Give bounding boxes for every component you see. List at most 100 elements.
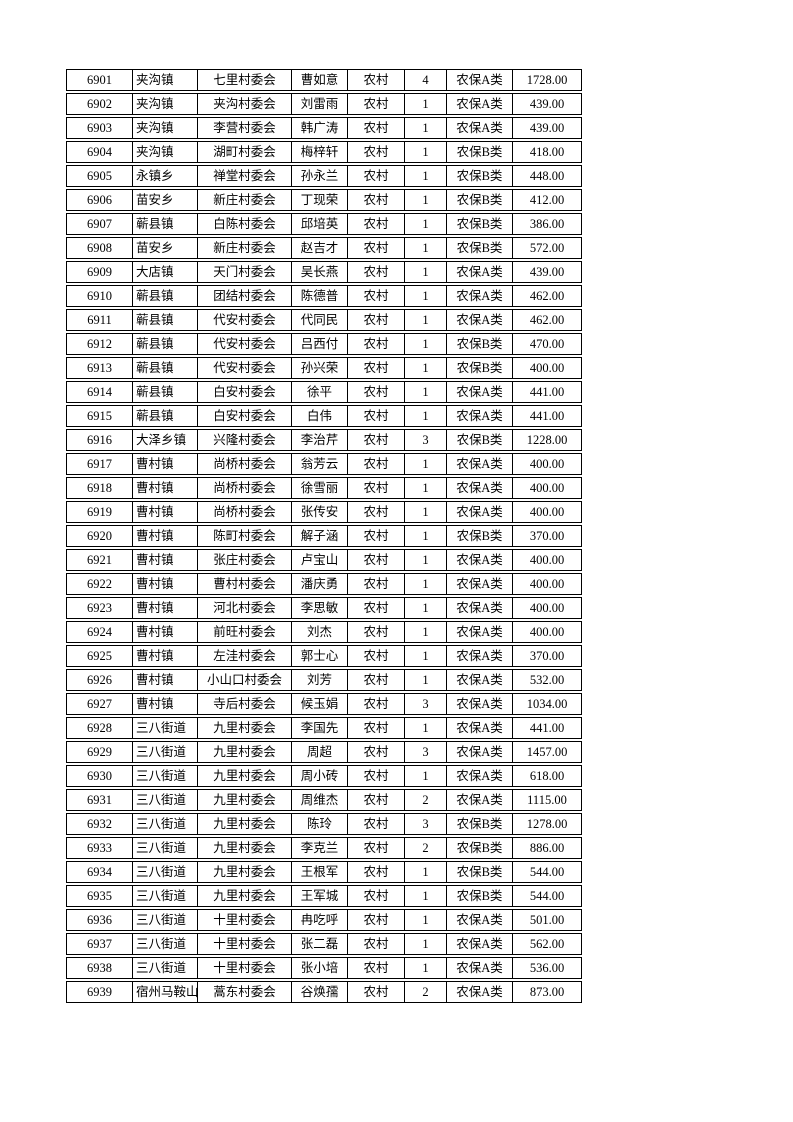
- cell-sequence-number: 6907: [67, 214, 133, 234]
- cell-residence-type: 农村: [348, 70, 405, 90]
- cell-village-committee: 九里村委会: [198, 766, 292, 786]
- cell-amount: 400.00: [529, 505, 565, 519]
- cell-residence-type: 农村: [348, 142, 405, 162]
- table-row: 6916 大泽乡镇 兴隆村委会 李治芹 农村 3 农保B类 1228.00: [66, 429, 582, 451]
- cell-person-name: 王根军: [292, 862, 348, 882]
- cell-insurance-category: 农保B类: [447, 838, 513, 858]
- cell-town: 曹村镇: [133, 574, 198, 594]
- cell-village-committee: 李营村委会: [198, 118, 292, 138]
- cell-town: 曹村镇: [133, 622, 198, 642]
- cell-person-count: 1: [405, 118, 447, 138]
- cell-sequence-number: 6908: [67, 238, 133, 258]
- cell-town: 蕲县镇: [133, 382, 198, 402]
- cell-residence-type: 农村: [348, 598, 405, 618]
- cell-insurance-category: 农保A类: [447, 94, 513, 114]
- table-row: 6908 苗安乡 新庄村委会 赵吉才 农村 1 农保B类 572.00: [66, 237, 582, 259]
- cell-person-count: 1: [405, 262, 447, 282]
- cell-person-name: 白伟: [292, 406, 348, 426]
- cell-insurance-category: 农保A类: [447, 598, 513, 618]
- cell-sequence-number: 6922: [67, 574, 133, 594]
- cell-village-committee: 寺后村委会: [198, 694, 292, 714]
- table-row: 6930 三八街道 九里村委会 周小砖 农村 1 农保A类 618.00: [66, 765, 582, 787]
- cell-town: 夹沟镇: [133, 142, 198, 162]
- cell-town: 夹沟镇: [133, 118, 198, 138]
- cell-village-committee: 代安村委会: [198, 334, 292, 354]
- table-row: 6904 夹沟镇 湖町村委会 梅梓轩 农村 1 农保B类 418.00: [66, 141, 582, 163]
- cell-amount: 370.00: [529, 649, 565, 663]
- cell-person-name: 李克兰: [292, 838, 348, 858]
- cell-village-committee: 湖町村委会: [198, 142, 292, 162]
- cell-residence-type: 农村: [348, 910, 405, 930]
- cell-sequence-number: 6903: [67, 118, 133, 138]
- cell-person-count: 3: [405, 742, 447, 762]
- cell-amount: 544.00: [529, 889, 565, 903]
- cell-person-count: 1: [405, 286, 447, 306]
- cell-amount: 441.00: [529, 409, 565, 423]
- table-row: 6938 三八街道 十里村委会 张小培 农村 1 农保A类 536.00: [66, 957, 582, 979]
- cell-sequence-number: 6918: [67, 478, 133, 498]
- cell-person-name: 刘杰: [292, 622, 348, 642]
- cell-insurance-category: 农保A类: [447, 286, 513, 306]
- cell-amount: 501.00: [529, 913, 565, 927]
- cell-village-committee: 河北村委会: [198, 598, 292, 618]
- cell-sequence-number: 6912: [67, 334, 133, 354]
- cell-village-committee: 九里村委会: [198, 742, 292, 762]
- cell-person-count: 1: [405, 382, 447, 402]
- cell-insurance-category: 农保A类: [447, 718, 513, 738]
- cell-town: 蕲县镇: [133, 310, 198, 330]
- cell-amount: 886.00: [529, 841, 565, 855]
- cell-person-count: 1: [405, 334, 447, 354]
- cell-amount: 439.00: [529, 97, 565, 111]
- cell-sequence-number: 6936: [67, 910, 133, 930]
- cell-person-name: 冉吃呼: [292, 910, 348, 930]
- cell-residence-type: 农村: [348, 814, 405, 834]
- cell-town: 三八街道: [133, 886, 198, 906]
- cell-town: 蕲县镇: [133, 358, 198, 378]
- cell-residence-type: 农村: [348, 550, 405, 570]
- cell-person-count: 3: [405, 430, 447, 450]
- cell-person-count: 1: [405, 142, 447, 162]
- cell-insurance-category: 农保B类: [447, 358, 513, 378]
- table-row: 6903 夹沟镇 李营村委会 韩广涛 农村 1 农保A类 439.00: [66, 117, 582, 139]
- cell-village-committee: 九里村委会: [198, 718, 292, 738]
- cell-sequence-number: 6916: [67, 430, 133, 450]
- cell-amount: 544.00: [529, 865, 565, 879]
- cell-person-count: 1: [405, 886, 447, 906]
- cell-residence-type: 农村: [348, 406, 405, 426]
- cell-person-name: 吴长燕: [292, 262, 348, 282]
- cell-residence-type: 农村: [348, 694, 405, 714]
- cell-insurance-category: 农保A类: [447, 766, 513, 786]
- cell-person-count: 1: [405, 862, 447, 882]
- cell-village-committee: 前旺村委会: [198, 622, 292, 642]
- cell-village-committee: 十里村委会: [198, 934, 292, 954]
- cell-residence-type: 农村: [348, 238, 405, 258]
- cell-residence-type: 农村: [348, 214, 405, 234]
- cell-amount: 1228.00: [526, 433, 568, 447]
- table-row: 6934 三八街道 九里村委会 王根军 农村 1 农保B类 544.00: [66, 861, 582, 883]
- cell-person-count: 1: [405, 910, 447, 930]
- cell-amount: 618.00: [529, 769, 565, 783]
- cell-town: 三八街道: [133, 814, 198, 834]
- cell-sequence-number: 6934: [67, 862, 133, 882]
- cell-residence-type: 农村: [348, 790, 405, 810]
- cell-village-committee: 十里村委会: [198, 958, 292, 978]
- cell-person-name: 李思敏: [292, 598, 348, 618]
- cell-amount: 873.00: [529, 985, 565, 999]
- cell-person-count: 1: [405, 622, 447, 642]
- cell-amount: 439.00: [529, 265, 565, 279]
- cell-town: 曹村镇: [133, 694, 198, 714]
- cell-person-count: 1: [405, 478, 447, 498]
- cell-town: 曹村镇: [133, 478, 198, 498]
- table-row: 6919 曹村镇 尚桥村委会 张传安 农村 1 农保A类 400.00: [66, 501, 582, 523]
- cell-sequence-number: 6931: [67, 790, 133, 810]
- cell-insurance-category: 农保A类: [447, 550, 513, 570]
- table-row: 6901 夹沟镇 七里村委会 曹如意 农村 4 农保A类 1728.00: [66, 69, 582, 91]
- cell-residence-type: 农村: [348, 886, 405, 906]
- cell-sequence-number: 6928: [67, 718, 133, 738]
- cell-amount: 370.00: [529, 529, 565, 543]
- cell-person-count: 1: [405, 406, 447, 426]
- cell-town: 夹沟镇: [133, 70, 198, 90]
- cell-village-committee: 左洼村委会: [198, 646, 292, 666]
- cell-person-name: 陈德普: [292, 286, 348, 306]
- cell-person-name: 周维杰: [292, 790, 348, 810]
